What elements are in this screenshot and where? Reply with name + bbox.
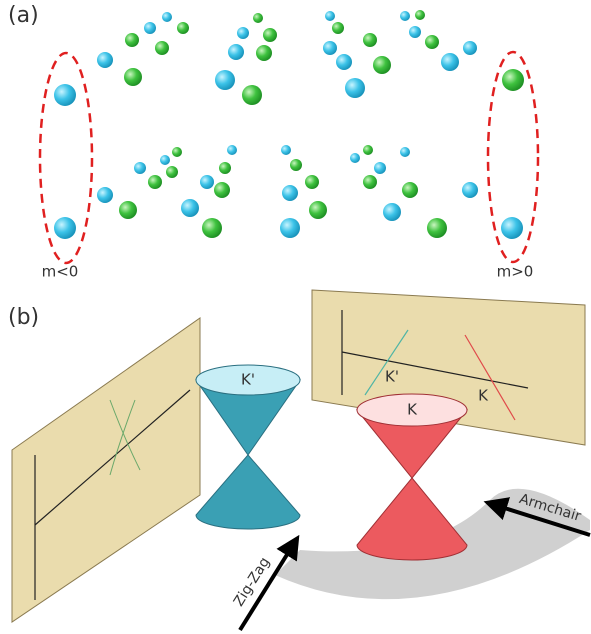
cone-right bbox=[355, 393, 469, 561]
armchair-arrow bbox=[483, 497, 591, 537]
atoms-bottom bbox=[54, 145, 523, 239]
arrow-label: Zig-Zag bbox=[231, 555, 273, 610]
wall-label: K bbox=[478, 387, 489, 405]
wall-label: K' bbox=[385, 368, 399, 386]
mass-label: m<0 bbox=[42, 263, 79, 281]
highlight-ellipse bbox=[38, 51, 94, 265]
panel-label: (b) bbox=[8, 305, 39, 330]
cone-label: K bbox=[407, 401, 418, 419]
wall-left bbox=[11, 317, 201, 623]
cone-label: K' bbox=[241, 371, 255, 389]
atoms-top bbox=[54, 10, 524, 106]
cone-left bbox=[195, 364, 301, 530]
highlight-ellipse bbox=[486, 50, 540, 264]
mass-label: m>0 bbox=[497, 263, 534, 281]
panel-label: (a) bbox=[8, 3, 39, 28]
zigzag-arrow bbox=[238, 534, 300, 632]
